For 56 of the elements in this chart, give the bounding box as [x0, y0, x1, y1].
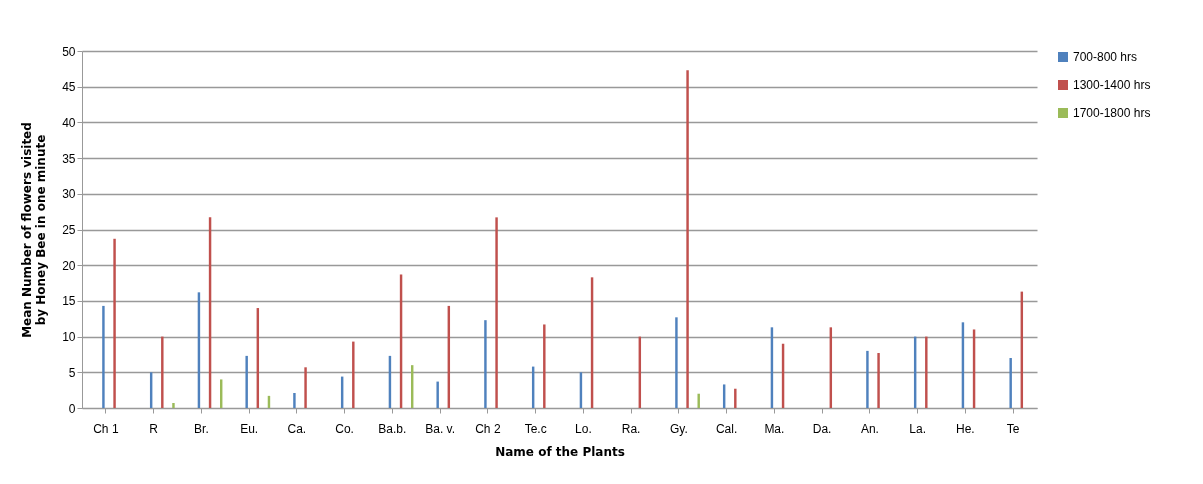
y-tick-label: 50 [62, 44, 76, 59]
legend-label: 1300-1400 hrs [1073, 78, 1151, 92]
x-tick-label: Ma. [764, 421, 785, 436]
x-tick-label: Ba.b. [378, 421, 407, 436]
bar [293, 393, 296, 408]
x-tick-label: Te [1006, 421, 1020, 436]
bar [734, 388, 737, 408]
x-tick-label: He. [956, 421, 975, 436]
bar [352, 341, 355, 408]
x-tick-label: Ch 1 [93, 421, 119, 436]
y-tick-label: 45 [62, 80, 76, 95]
bar [245, 355, 248, 408]
x-tick-label: La. [909, 421, 926, 436]
bar [543, 324, 546, 408]
x-tick-label: Lo. [575, 421, 592, 436]
bar [877, 353, 880, 408]
x-tick-label: Ra. [621, 421, 641, 436]
legend-label: 700-800 hrs [1073, 50, 1138, 64]
x-tick-label: Gy. [669, 421, 688, 436]
x-tick-label: Co. [335, 421, 354, 436]
y-tick-label: 35 [62, 151, 76, 166]
bar [113, 238, 116, 408]
y-tick-label: 15 [62, 294, 76, 309]
bar [172, 403, 175, 408]
legend-label: 1700-1800 hrs [1073, 106, 1151, 120]
x-tick-label: Ca. [287, 421, 307, 436]
x-tick-label: Te.c [524, 421, 547, 436]
x-axis-title: Name of the Plants [495, 444, 625, 459]
y-tick-label: 20 [62, 258, 76, 273]
bar [436, 381, 439, 408]
bar [495, 217, 498, 408]
bar [1009, 358, 1012, 408]
bar [304, 367, 307, 408]
bar [866, 350, 869, 408]
y-axis-title: Mean Number of flowers visited by Honey Bee in one minute [20, 122, 49, 338]
x-tick-label: Ch 2 [475, 421, 501, 436]
y-tick-label: 10 [62, 330, 76, 345]
y-tick-label: 40 [62, 115, 76, 130]
bar [161, 336, 164, 408]
x-tick-label: Eu. [240, 421, 259, 436]
x-tick-label: An. [860, 421, 879, 436]
bar [925, 336, 928, 408]
y-tick-label: 0 [68, 401, 76, 416]
bar [686, 70, 689, 408]
bar [697, 393, 700, 408]
y-tick-label: 25 [62, 223, 76, 237]
x-tick-label: Cal. [715, 421, 738, 436]
bar [484, 320, 487, 408]
x-tick-label: Br. [194, 421, 209, 436]
y-tick-label: 5 [68, 365, 76, 380]
x-tick-label: Ba. v. [425, 421, 456, 436]
x-tick-label: R [149, 421, 159, 436]
x-tick-label: Da. [812, 421, 832, 436]
bar [102, 305, 105, 408]
bar [675, 317, 678, 408]
y-tick-label: 30 [62, 187, 76, 202]
